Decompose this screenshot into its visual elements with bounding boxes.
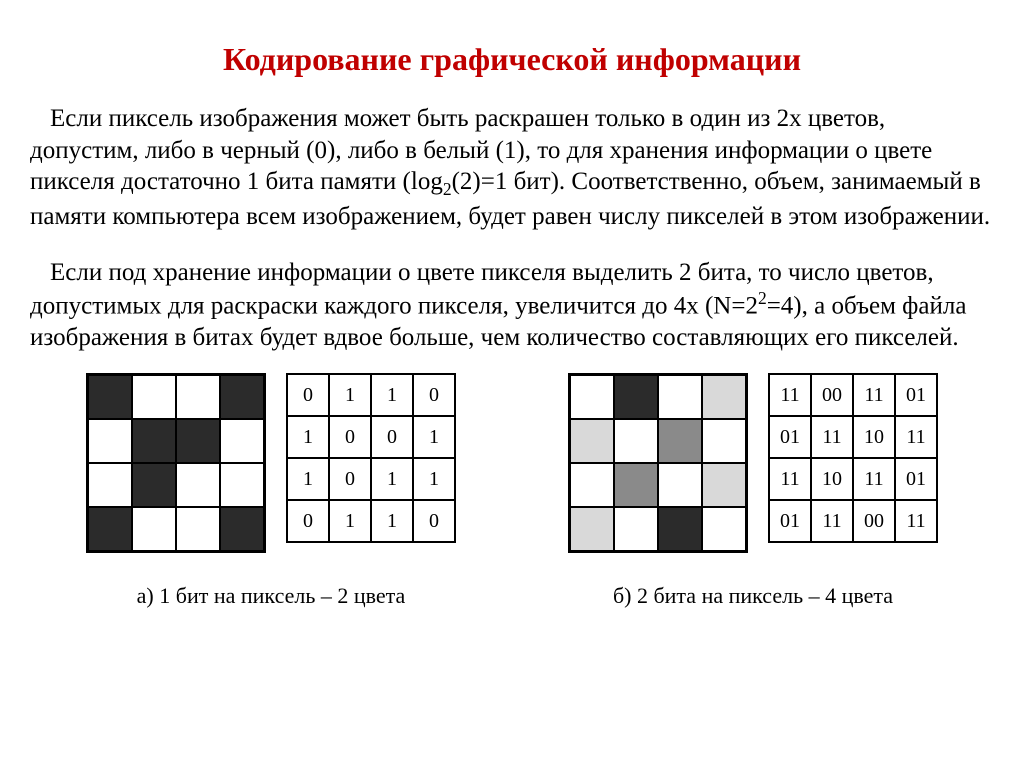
value-cell: 01 (895, 374, 937, 416)
pixel-cell (133, 376, 175, 418)
pixel-cell (89, 376, 131, 418)
value-cell: 1 (287, 458, 329, 500)
value-cell: 1 (371, 500, 413, 542)
caption-1: а) 1 бит на пиксель – 2 цвета (137, 583, 406, 609)
pixel-cell (133, 508, 175, 550)
value-cell: 0 (329, 416, 371, 458)
value-cell: 11 (769, 458, 811, 500)
value-cell: 01 (895, 458, 937, 500)
pixel-cell (89, 508, 131, 550)
value-cell: 00 (811, 374, 853, 416)
value-cell: 0 (329, 458, 371, 500)
pixel-cell (659, 508, 701, 550)
value-cell: 1 (287, 416, 329, 458)
value-cell: 11 (811, 416, 853, 458)
pixel-cell (703, 464, 745, 506)
value-cell: 1 (413, 458, 455, 500)
value-cell: 11 (811, 500, 853, 542)
value-cell: 01 (769, 500, 811, 542)
pixel-grid-2 (568, 373, 748, 553)
value-cell: 10 (811, 458, 853, 500)
paragraph-2: Если под хранение информации о цвете пик… (30, 257, 994, 353)
value-cell: 0 (287, 374, 329, 416)
pixel-cell (571, 464, 613, 506)
pixel-cell (177, 420, 219, 462)
value-cell: 11 (769, 374, 811, 416)
pixel-cell (571, 420, 613, 462)
p2-sup: 2 (758, 288, 767, 308)
value-cell: 0 (413, 500, 455, 542)
pixel-grid-1 (86, 373, 266, 553)
value-cell: 1 (329, 500, 371, 542)
pixel-cell (133, 420, 175, 462)
pixel-cell (221, 420, 263, 462)
pixel-cell (221, 464, 263, 506)
value-cell: 11 (853, 458, 895, 500)
pixel-cell (703, 376, 745, 418)
value-cell: 10 (853, 416, 895, 458)
pixel-cell (703, 508, 745, 550)
p1-sub: 2 (443, 179, 452, 199)
pixel-cell (615, 420, 657, 462)
pixel-cell (89, 420, 131, 462)
value-cell: 1 (371, 458, 413, 500)
pixel-cell (659, 420, 701, 462)
pixel-cell (615, 464, 657, 506)
value-table-2: 11001101011110111110110101110011 (768, 373, 938, 543)
value-cell: 11 (895, 500, 937, 542)
value-cell: 11 (895, 416, 937, 458)
page-title: Кодирование графической информации (30, 41, 994, 78)
value-cell: 00 (853, 500, 895, 542)
pixel-cell (89, 464, 131, 506)
value-table-1: 0110100110110110 (286, 373, 456, 543)
pixel-cell (221, 376, 263, 418)
pixel-cell (659, 376, 701, 418)
diagrams-row: 0110100110110110 а) 1 бит на пиксель – 2… (30, 373, 994, 609)
pixel-cell (571, 376, 613, 418)
pixel-cell (177, 376, 219, 418)
diagram-1: 0110100110110110 а) 1 бит на пиксель – 2… (86, 373, 456, 609)
value-cell: 1 (371, 374, 413, 416)
value-cell: 11 (853, 374, 895, 416)
value-cell: 0 (413, 374, 455, 416)
caption-2: б) 2 бита на пиксель – 4 цвета (613, 583, 893, 609)
pixel-cell (615, 376, 657, 418)
pixel-cell (221, 508, 263, 550)
pixel-cell (571, 508, 613, 550)
value-cell: 1 (329, 374, 371, 416)
pixel-cell (659, 464, 701, 506)
pixel-cell (133, 464, 175, 506)
pixel-cell (177, 464, 219, 506)
pixel-cell (615, 508, 657, 550)
diagram-2: 11001101011110111110110101110011 б) 2 би… (568, 373, 938, 609)
value-cell: 0 (371, 416, 413, 458)
value-cell: 1 (413, 416, 455, 458)
pixel-cell (703, 420, 745, 462)
value-cell: 01 (769, 416, 811, 458)
paragraph-1: Если пиксель изображения может быть раск… (30, 103, 994, 232)
value-cell: 0 (287, 500, 329, 542)
pixel-cell (177, 508, 219, 550)
